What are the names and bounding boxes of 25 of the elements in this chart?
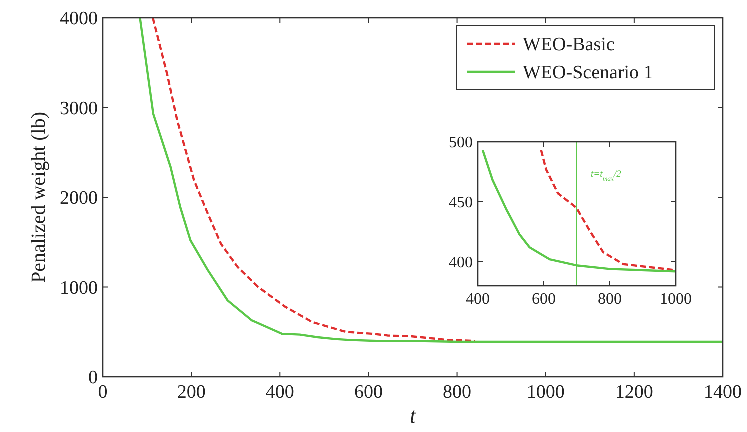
line-series: [540, 149, 676, 272]
y-tick-label: 4000: [60, 8, 98, 30]
x-tick-label: 200: [177, 382, 206, 403]
line-series: [139, 18, 723, 344]
x-tick-label: 800: [598, 291, 622, 308]
x-tick-label: 1400: [704, 382, 742, 403]
legend-label: WEO-Scenario 1: [523, 62, 654, 84]
y-tick-label: 400: [449, 254, 473, 272]
x-tick-label: 400: [466, 291, 490, 308]
x-tick-label: 400: [266, 382, 294, 403]
x-axis-title: t: [410, 403, 417, 428]
legend-label: WEO-Basic: [523, 34, 615, 56]
y-tick-label: 2000: [60, 188, 98, 210]
x-tick-label: 1000: [526, 382, 565, 403]
x-tick-label: 600: [354, 382, 383, 403]
x-tick-label: 600: [532, 291, 556, 308]
y-tick-label: 450: [449, 194, 473, 212]
y-axis-title: Penalized weight (lb): [28, 112, 50, 284]
y-tick-label: 500: [449, 134, 473, 152]
x-tick-label: 1200: [615, 382, 654, 403]
y-tick-label: 0: [88, 368, 98, 389]
y-tick-label: 3000: [60, 98, 98, 120]
ref-line-label: t=t$_{max}$/2: [591, 169, 622, 182]
x-tick-label: 800: [443, 382, 472, 403]
x-tick-label: 1000: [660, 291, 692, 308]
